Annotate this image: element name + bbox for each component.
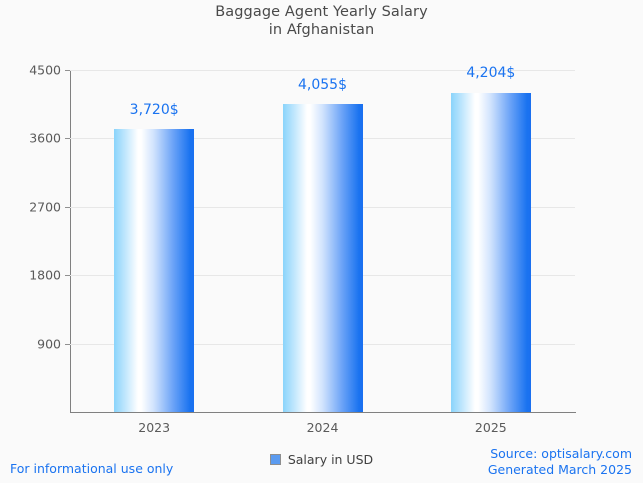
y-axis-tick-label: 3600 — [29, 130, 61, 146]
legend-item-label: Salary in USD — [287, 452, 374, 467]
y-axis-tick — [65, 275, 70, 277]
y-axis-line — [70, 70, 71, 413]
y-axis-tick-label: 900 — [37, 336, 61, 352]
x-axis-tick-label: 2024 — [306, 420, 339, 435]
bar-value-label: 4,055$ — [298, 76, 347, 93]
bar[interactable] — [114, 129, 195, 412]
bar-value-label: 3,720$ — [129, 102, 179, 119]
footer-disclaimer: For informational use only — [10, 461, 174, 476]
y-axis-tick — [65, 206, 70, 208]
y-axis-tick-label: 2700 — [29, 199, 61, 215]
y-axis-tick-label: 1800 — [29, 267, 61, 283]
footer-generated-line: Generated March 2025 — [487, 462, 632, 477]
x-axis-tick-label: 2025 — [474, 420, 507, 435]
bar-value-label: 4,204$ — [466, 65, 516, 82]
gridline — [70, 70, 575, 71]
x-axis-line — [70, 412, 576, 413]
chart-title: Baggage Agent Yearly Salary in Afghanist… — [0, 3, 643, 39]
y-axis-tick — [65, 70, 70, 71]
y-axis-tick — [65, 138, 70, 140]
y-axis-tick-label: 4500 — [29, 62, 61, 78]
x-axis-tick-label: 2023 — [138, 420, 171, 435]
chart-legend: Salary in USD — [0, 452, 643, 467]
footer-source: Source: optisalary.com Generated March 2… — [488, 446, 632, 478]
plot-area — [65, 70, 575, 412]
footer-source-line: Source: optisalary.com — [490, 446, 632, 461]
bar[interactable] — [450, 92, 531, 412]
bar[interactable] — [282, 103, 363, 412]
chart-title-main: Baggage Agent Yearly Salary — [215, 4, 428, 20]
y-axis-tick — [65, 343, 70, 345]
chart-title-subtitle: in Afghanistan — [268, 22, 375, 38]
legend-swatch-icon — [269, 454, 281, 465]
